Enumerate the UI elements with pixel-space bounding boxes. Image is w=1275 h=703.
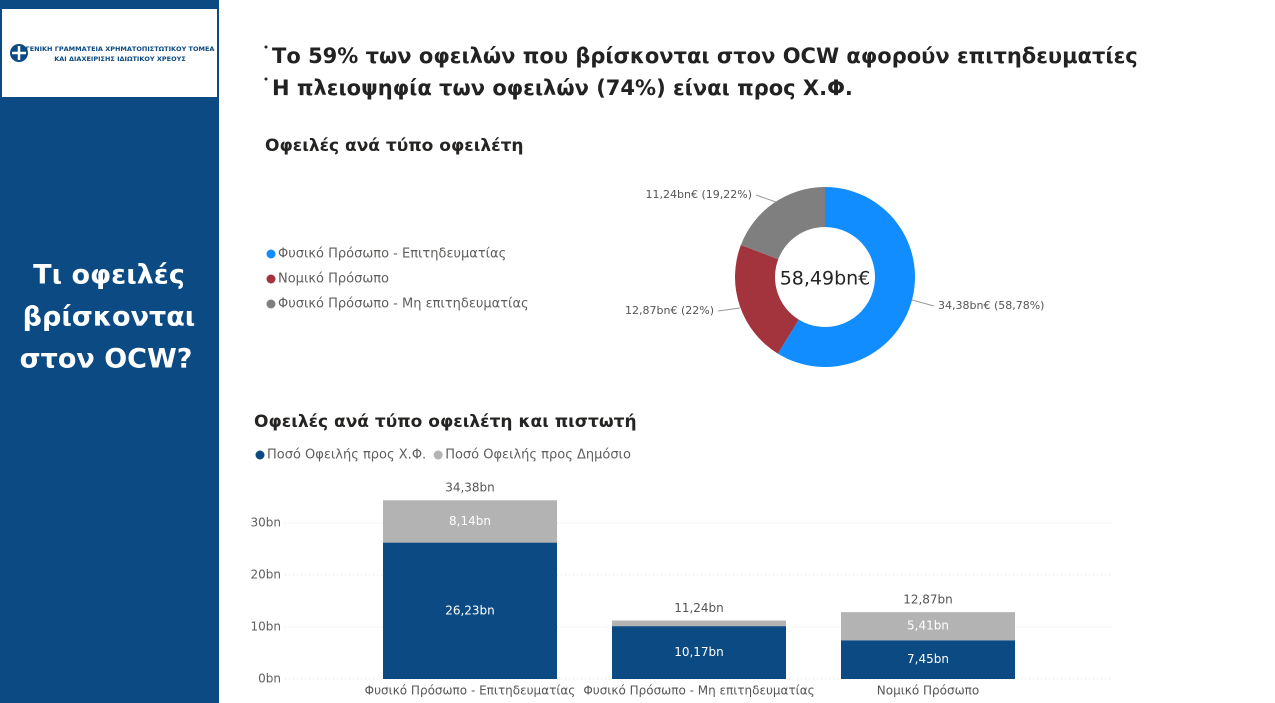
x-tick-label: Φυσικό Πρόσωπο - Μη επιτηδευματίας xyxy=(583,684,814,698)
leader-line xyxy=(717,307,741,312)
logo-box xyxy=(2,9,217,97)
bar-segment xyxy=(383,500,557,543)
donut-center-label: 58,49bn€ xyxy=(780,268,871,290)
logo-text: ΚΑΙ ΔΙΑΧΕΙΡΙΣΗΣ ΙΔΙΩΤΙΚΟΥ ΧΡΕΟΥΣ xyxy=(54,55,186,63)
headline: Το 59% των οφειλών που βρίσκονται στον O… xyxy=(272,44,1138,68)
sidebar-title: Τι οφειλές xyxy=(33,260,185,291)
bar-segment xyxy=(612,626,786,679)
bar-segment xyxy=(612,620,786,627)
total-label: 11,24bn xyxy=(674,601,724,615)
sidebar-title: στον OCW? xyxy=(20,344,193,375)
bullet xyxy=(264,77,268,81)
donut-slice xyxy=(777,187,916,367)
total-label: 12,87bn xyxy=(903,593,953,607)
y-tick-label: 10bn xyxy=(251,620,282,634)
y-tick-label: 30bn xyxy=(251,516,282,530)
chart-title: Οφειλές ανά τύπο οφειλέτη xyxy=(265,136,524,156)
donut-slice xyxy=(735,245,799,354)
legend-label: Φυσικό Πρόσωπο - Μη επιτηδευματίας xyxy=(278,297,529,312)
data-label: 8,14bn xyxy=(449,514,491,528)
bar-segment xyxy=(841,640,1015,679)
data-label: 12,87bn€ (22%) xyxy=(625,304,714,317)
data-label: 5,41bn xyxy=(907,619,949,633)
data-label: 7,45bn xyxy=(907,652,949,666)
bar-segment xyxy=(841,612,1015,641)
leader-line xyxy=(755,194,777,203)
data-label: 34,38bn€ (58,78%) xyxy=(938,299,1044,312)
x-tick-label: Φυσικό Πρόσωπο - Επιτηδευματίας xyxy=(365,684,576,698)
y-tick-label: 20bn xyxy=(251,568,282,582)
leader-line xyxy=(911,299,935,307)
headline: Η πλειοψηφία των οφειλών (74%) είναι προ… xyxy=(272,76,853,100)
legend-label: Ποσό Οφειλής προς Δημόσιο xyxy=(445,448,631,463)
legend-swatch xyxy=(255,450,265,460)
legend-label: Νομικό Πρόσωπο xyxy=(278,272,389,287)
data-label: 11,24bn€ (19,22%) xyxy=(646,188,752,201)
legend-label: Ποσό Οφειλής προς Χ.Φ. xyxy=(267,448,426,463)
legend-label: Φυσικό Πρόσωπο - Επιτηδευματίας xyxy=(278,247,506,262)
data-label: 10,17bn xyxy=(674,645,724,659)
bullet xyxy=(264,45,268,49)
y-tick-label: 0bn xyxy=(258,672,281,686)
legend-swatch xyxy=(266,249,276,259)
sidebar-title: βρίσκονται xyxy=(23,302,196,333)
chart-title: Οφειλές ανά τύπο οφειλέτη και πιστωτή xyxy=(254,412,637,432)
sidebar xyxy=(0,0,219,703)
logo-cross xyxy=(12,46,26,60)
legend-swatch xyxy=(266,274,276,284)
total-label: 34,38bn xyxy=(445,481,495,495)
bar-segment xyxy=(383,542,557,679)
legend-swatch xyxy=(266,299,276,309)
data-label: 26,23bn xyxy=(445,603,495,617)
logo-text: ΓΕΝΙΚΗ ΓΡΑΜΜΑΤΕΙΑ ΧΡΗΜΑΤΟΠΙΣΤΩΤΙΚΟΥ ΤΟΜΕ… xyxy=(26,45,215,53)
legend-swatch xyxy=(433,450,443,460)
x-tick-label: Νομικό Πρόσωπο xyxy=(877,684,979,698)
donut-slice xyxy=(740,187,825,260)
